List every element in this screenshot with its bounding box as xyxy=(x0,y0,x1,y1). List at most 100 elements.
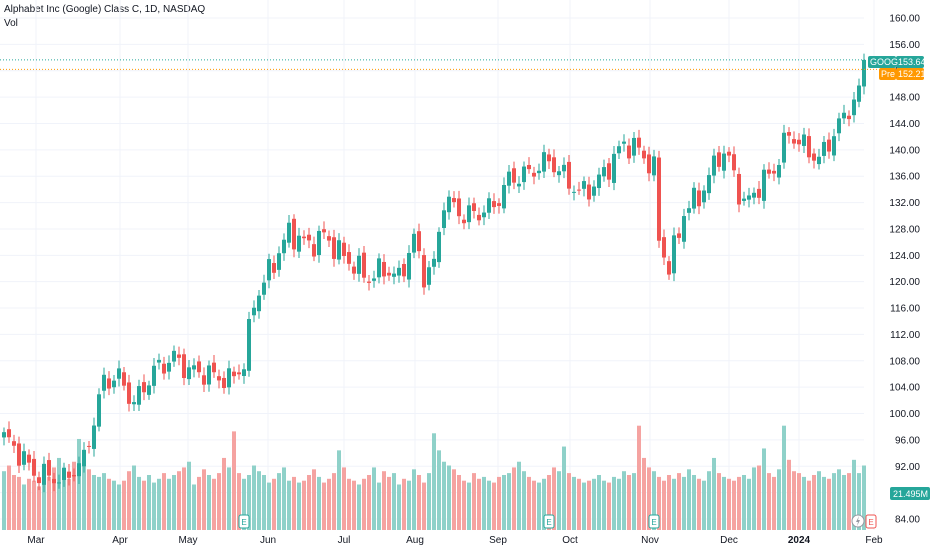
volume-value-tag[interactable]: 21.495M xyxy=(890,487,930,500)
candle-body xyxy=(487,198,491,213)
y-tick-label: 92.00 xyxy=(895,462,920,473)
candle-body xyxy=(627,145,631,159)
volume-bar xyxy=(297,482,301,530)
candle-body xyxy=(172,350,176,362)
volume-bar xyxy=(327,478,331,530)
candle-body xyxy=(372,278,376,281)
volume-bar xyxy=(472,473,476,530)
volume-bar xyxy=(747,478,751,530)
earnings-upcoming-icon[interactable]: E xyxy=(865,514,877,529)
volume-bar xyxy=(342,467,346,530)
volume-bar xyxy=(857,473,861,530)
volume-bar xyxy=(412,469,416,530)
volume-bar xyxy=(457,475,461,530)
candle-body xyxy=(12,441,16,446)
volume-bar xyxy=(737,476,741,530)
symbol-label: GOOG xyxy=(870,57,898,67)
volume-bar xyxy=(497,476,501,530)
volume-bar xyxy=(222,457,226,530)
volume-bar xyxy=(402,478,406,530)
volume-bar xyxy=(692,475,696,530)
volume-bar xyxy=(352,480,356,530)
y-tick-label: 136.00 xyxy=(889,172,920,183)
volume-bar xyxy=(462,480,466,530)
candle-body xyxy=(97,394,101,427)
candle-body xyxy=(302,236,306,239)
volume-bar xyxy=(547,475,551,530)
volume-bar xyxy=(407,480,411,530)
earnings-icon[interactable]: E xyxy=(543,514,555,529)
volume-bar xyxy=(372,467,376,530)
candle-body xyxy=(37,477,41,484)
volume-bar xyxy=(717,473,721,530)
candle-body xyxy=(597,174,601,189)
premarket-price-tag[interactable]: Pre 152.21 xyxy=(879,68,926,80)
y-tick-label: 148.00 xyxy=(889,93,920,104)
candle-body xyxy=(687,208,691,213)
candle-body xyxy=(672,235,676,274)
candle-body xyxy=(412,233,416,253)
volume-bar xyxy=(377,482,381,530)
candle-body xyxy=(187,367,191,380)
candle-body xyxy=(807,136,811,158)
volume-bar xyxy=(617,478,621,530)
candle-body xyxy=(697,190,701,207)
candle-body xyxy=(362,252,366,278)
candle-body xyxy=(112,380,116,388)
volume-bar xyxy=(492,482,496,530)
premarket-label: Pre xyxy=(881,69,895,79)
candle-body xyxy=(422,255,426,288)
candle-body xyxy=(157,359,161,363)
candle-body xyxy=(737,173,741,205)
volume-bar xyxy=(32,480,36,530)
volume-bar xyxy=(332,473,336,530)
candle-body xyxy=(407,253,411,280)
y-tick-label: 108.00 xyxy=(889,356,920,367)
candle-body xyxy=(202,375,206,385)
candle-body xyxy=(352,266,356,274)
candle-body xyxy=(727,151,731,156)
volume-bar xyxy=(362,478,366,530)
volume-bar xyxy=(527,476,531,530)
candle-body xyxy=(162,363,166,374)
volume-bar xyxy=(852,459,856,530)
x-tick-label: Aug xyxy=(406,535,424,546)
lightning-icon[interactable] xyxy=(851,514,865,528)
candle-body xyxy=(632,137,636,156)
candle-body xyxy=(102,374,106,391)
candle-body xyxy=(497,203,501,206)
volume-bar xyxy=(232,431,236,530)
candle-body xyxy=(572,191,576,193)
last-price-tag[interactable]: GOOG 153.64 xyxy=(868,56,926,68)
y-tick-label: 100.00 xyxy=(889,409,920,420)
candle-body xyxy=(827,139,831,152)
earnings-glyph: E xyxy=(651,518,656,527)
x-tick-label: Oct xyxy=(562,535,578,546)
price-lines xyxy=(0,59,878,70)
candle-body xyxy=(762,169,766,201)
y-tick-label: 96.00 xyxy=(895,435,920,446)
candle-body xyxy=(517,183,521,187)
x-tick-label: Apr xyxy=(112,535,128,546)
candle-body xyxy=(432,258,436,267)
candle-body xyxy=(182,354,186,379)
volume-bar xyxy=(202,469,206,530)
volume-bar xyxy=(722,476,726,530)
candle-body xyxy=(652,156,656,176)
candle-body xyxy=(307,234,311,241)
volume-bar xyxy=(787,459,791,530)
volume-bar xyxy=(422,482,426,530)
candle-body xyxy=(347,252,351,264)
volume-bar xyxy=(522,471,526,530)
y-tick-label: 140.00 xyxy=(889,145,920,156)
candle-body xyxy=(137,386,141,405)
earnings-icon[interactable]: E xyxy=(238,514,250,529)
volume-bar xyxy=(37,486,41,530)
x-tick-label: May xyxy=(179,535,198,546)
earnings-icon[interactable]: E xyxy=(648,514,660,529)
candles xyxy=(2,53,866,493)
candle-body xyxy=(52,478,56,484)
candle-body xyxy=(682,216,686,242)
earnings-glyph: E xyxy=(546,518,551,527)
